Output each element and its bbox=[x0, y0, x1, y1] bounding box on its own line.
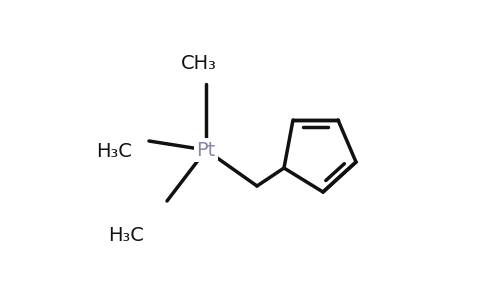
Text: H₃C: H₃C bbox=[96, 142, 133, 161]
Text: Pt: Pt bbox=[197, 140, 216, 160]
Text: CH₃: CH₃ bbox=[181, 54, 216, 73]
Text: H₃C: H₃C bbox=[108, 226, 144, 245]
